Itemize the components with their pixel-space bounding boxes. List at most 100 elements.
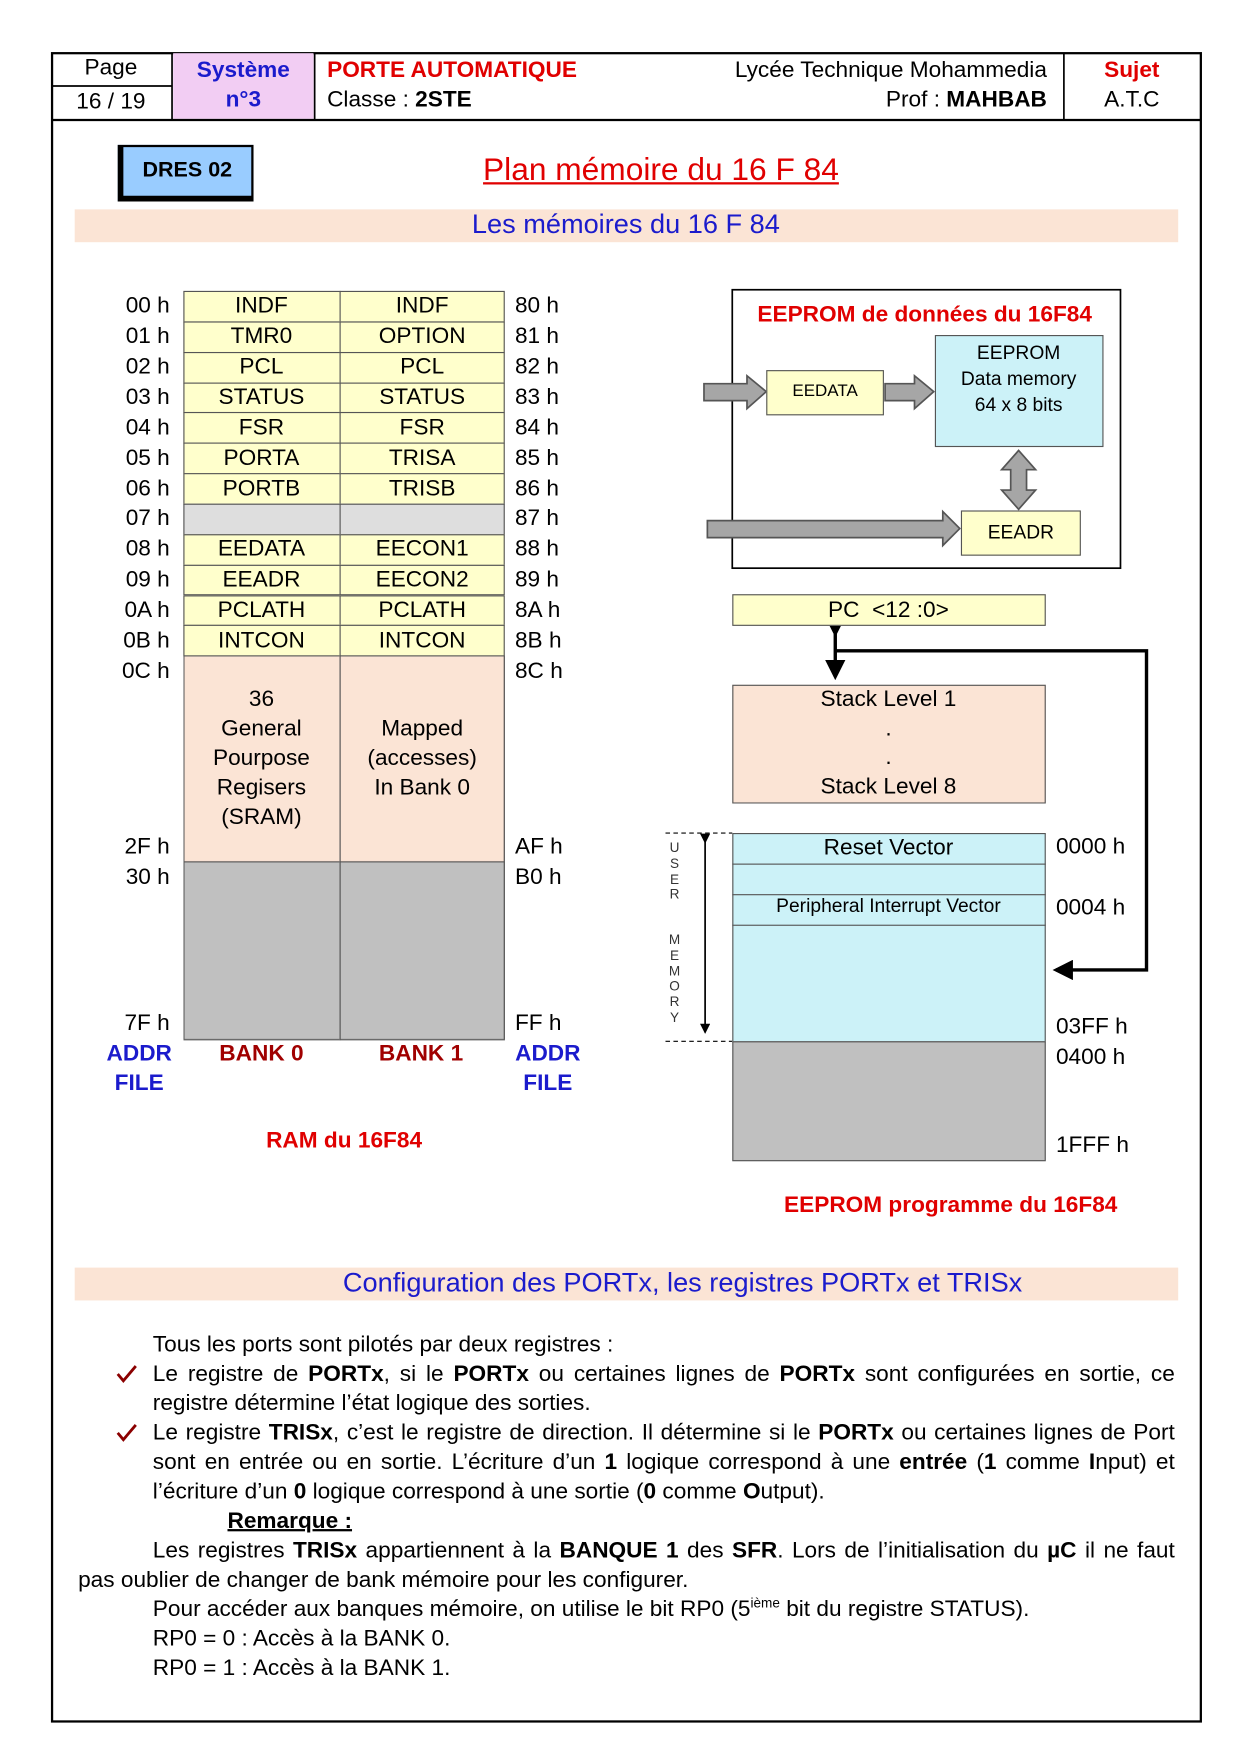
program-caption: EEPROM programme du 16F84 — [784, 1192, 1118, 1218]
unimplemented-cell — [183, 861, 341, 1041]
gpr-text: (SRAM) — [221, 804, 302, 830]
page-title: Plan mémoire du 16 F 84 — [483, 151, 839, 187]
bank0-address: 08 h — [125, 536, 170, 562]
bank1-address: 81 h — [514, 323, 560, 349]
bold-text: PORTx — [818, 1420, 894, 1446]
bank-label: BANK 0 — [219, 1041, 304, 1067]
program-address: 1FFF h — [1055, 1132, 1129, 1158]
bank1-address: 83 h — [514, 384, 560, 410]
text-run: il ne faut pas oublier de changer de ban… — [78, 1538, 1175, 1593]
bank1-address: 80 h — [514, 293, 560, 319]
system-label: Système — [196, 57, 290, 83]
section-band — [74, 209, 1179, 243]
register-name: PORTB — [222, 475, 301, 501]
subject-value: A.T.C — [1104, 87, 1160, 113]
text-run: utput). — [760, 1479, 825, 1505]
body-text: Tous les ports sont pilotés par deux reg… — [78, 1330, 1175, 1683]
intro-paragraph: Tous les ports sont pilotés par deux reg… — [152, 1332, 614, 1358]
text-run: comme — [996, 1449, 1089, 1475]
school-name: Lycée Technique Mohammedia — [734, 57, 1047, 83]
remark-paragraph: Les registres TRISx appartiennent à la B… — [78, 1536, 1175, 1595]
bank-label: BANK 1 — [378, 1041, 464, 1067]
bank0-address: 30 h — [125, 864, 170, 890]
addr-file-label: ADDR — [106, 1041, 172, 1067]
register-cell — [183, 412, 341, 444]
check-mark — [116, 1365, 137, 1383]
register-name: TMR0 — [230, 323, 293, 349]
register-name: PCLATH — [378, 597, 466, 623]
bank1-address: 87 h — [514, 506, 560, 532]
register-cell — [183, 625, 341, 657]
class-value: 2STE — [415, 87, 472, 113]
addr-file-label: FILE — [114, 1070, 164, 1096]
bank1-address: 84 h — [514, 415, 560, 441]
remark-title: Remarque : — [227, 1508, 353, 1534]
register-name: PCL — [239, 354, 284, 380]
register-name: INDF — [235, 293, 288, 319]
register-cell — [339, 442, 505, 475]
text-run: des — [678, 1538, 732, 1564]
register-name: STATUS — [379, 384, 466, 410]
register-name: EEDATA — [217, 536, 306, 562]
bold-text: PORTx — [779, 1361, 856, 1387]
bold-text: PORTx — [308, 1361, 384, 1387]
text-run: comme — [656, 1479, 743, 1505]
bold-text: 1 — [983, 1449, 997, 1475]
section-band — [74, 1267, 1179, 1301]
bank0-address: 7F h — [124, 1010, 170, 1036]
bank0-address: 0C h — [121, 658, 170, 684]
register-name: INTCON — [218, 627, 305, 653]
register-cell — [339, 533, 505, 566]
gpr-text: Mapped — [381, 716, 464, 742]
register-name: STATUS — [218, 384, 305, 410]
prof-line: Prof : MAHBAB — [481, 84, 1047, 116]
section-title: Les mémoires du 16 F 84 — [471, 209, 780, 240]
text-run: ou certaines lignes de Port sont en entr… — [152, 1420, 1175, 1475]
eeadr-box — [960, 510, 1081, 556]
bank0-address: 0A h — [124, 597, 170, 623]
user-memory-marks — [665, 832, 733, 1042]
prof-label: Prof : — [885, 87, 941, 113]
eeprom-memory — [934, 335, 1104, 448]
gpr-text: (accesses) — [367, 745, 477, 771]
row-divider — [732, 924, 1046, 926]
text-run: appartiennent à la — [357, 1538, 560, 1564]
stack-text: . — [885, 745, 892, 771]
superscript: ième — [750, 1595, 780, 1611]
register-name: EECON2 — [375, 567, 469, 593]
register-name: TRISB — [388, 475, 456, 501]
gpr-cell — [339, 655, 505, 863]
text-run: nput) et l’écriture d’un — [152, 1449, 1175, 1505]
bank0-address: 2F h — [124, 834, 170, 860]
eeprom-frame — [731, 288, 1122, 570]
gpr-text: Pourpose — [212, 745, 310, 771]
bold-text: I — [1088, 1449, 1096, 1475]
bold-text: PORTx — [453, 1361, 529, 1387]
bank1-address: FF h — [514, 1010, 562, 1036]
bold-text: SFR — [731, 1538, 778, 1564]
bold-text: 0 — [643, 1479, 657, 1505]
class-line: Classe : 2STE — [327, 84, 893, 116]
gpr-text: Regisers — [216, 775, 307, 801]
text-run: , si le — [383, 1361, 454, 1387]
rp0-line: RP0 = 0 : Accès à la BANK 0. — [152, 1626, 451, 1652]
row-divider — [732, 863, 1046, 865]
addr-file-label: ADDR — [515, 1041, 581, 1067]
bank1-address: 85 h — [514, 445, 560, 471]
page-number: 16 / 19 — [76, 89, 146, 115]
system-number: n°3 — [225, 87, 262, 113]
register-name: FSR — [238, 415, 285, 441]
gpr-text: 36 — [248, 687, 275, 712]
bullet-paragraph: Le registre de PORTx, si le PORTx ou cer… — [78, 1359, 1175, 1418]
bold-text: BANQUE 1 — [559, 1538, 679, 1564]
gpr-text: General — [221, 716, 302, 742]
bank0-address: 00 h — [125, 293, 170, 319]
subject-label: Sujet — [1104, 57, 1160, 83]
pc-label: PC <12 :0> — [828, 597, 949, 623]
eeadr-label: EEADR — [987, 521, 1055, 544]
system-cell — [173, 53, 314, 119]
